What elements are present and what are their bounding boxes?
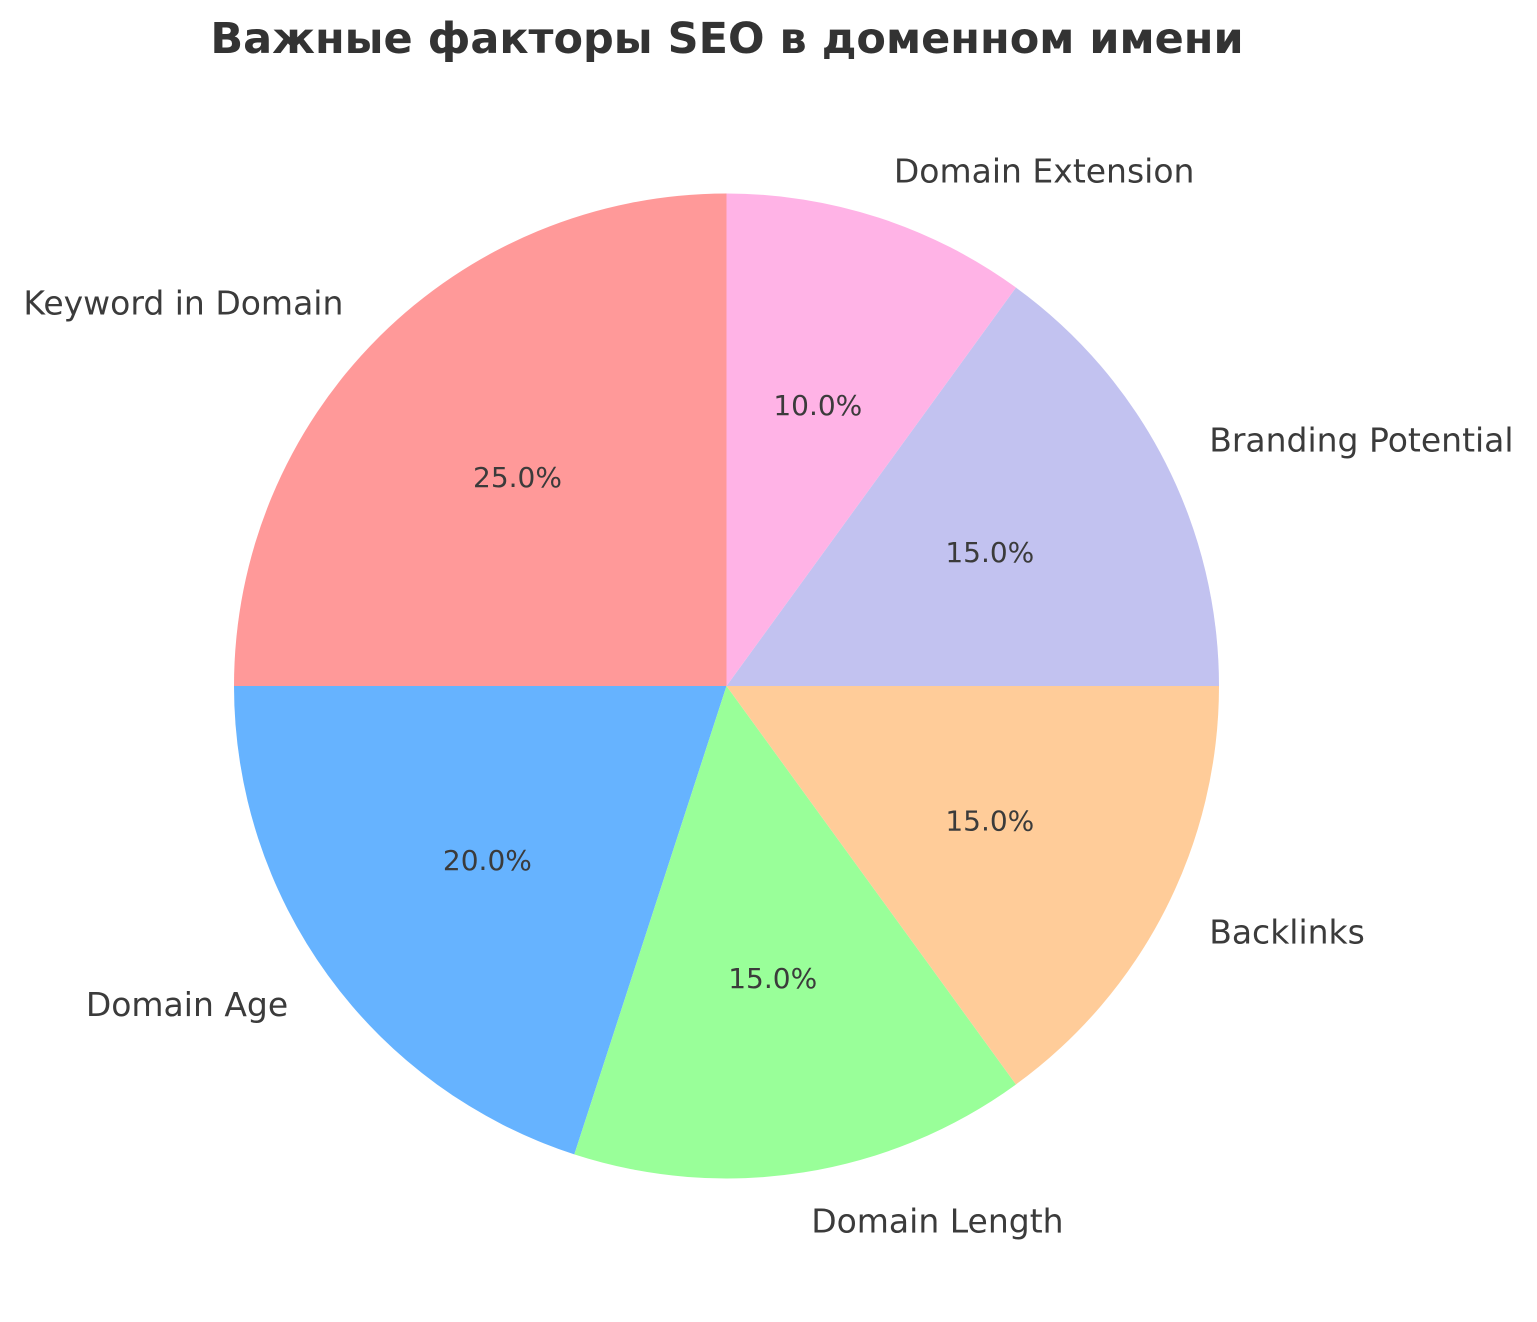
pie-slice-domain-length — [574, 686, 1016, 1179]
pie-slice-keyword-in-domain — [234, 193, 727, 686]
pie-label-keyword-in-domain: Keyword in Domain — [23, 283, 343, 322]
pie-label-domain-age: Domain Age — [86, 985, 288, 1024]
pie-label-branding-potential: Branding Potential — [1209, 421, 1513, 460]
pie-label-domain-length: Domain Length — [811, 1202, 1063, 1241]
pie-slice-domain-extension — [726, 193, 1016, 686]
pie-percent-keyword-in-domain: 25.0% — [473, 461, 562, 494]
pie-slice-branding-potential — [726, 287, 1219, 686]
pie-slice-backlinks — [726, 686, 1219, 1085]
pie-percent-domain-length: 15.0% — [728, 962, 817, 995]
pie-label-backlinks: Backlinks — [1209, 912, 1365, 951]
pie-label-domain-extension: Domain Extension — [894, 151, 1195, 190]
pie-percent-backlinks: 15.0% — [945, 804, 1034, 837]
pie-percent-branding-potential: 15.0% — [945, 536, 1034, 569]
pie-percent-domain-extension: 10.0% — [773, 389, 862, 422]
chart-title: Важные факторы SEO в доменном имени — [210, 14, 1244, 64]
pie-percent-domain-age: 20.0% — [443, 844, 532, 877]
pie-slice-domain-age — [234, 686, 727, 1155]
